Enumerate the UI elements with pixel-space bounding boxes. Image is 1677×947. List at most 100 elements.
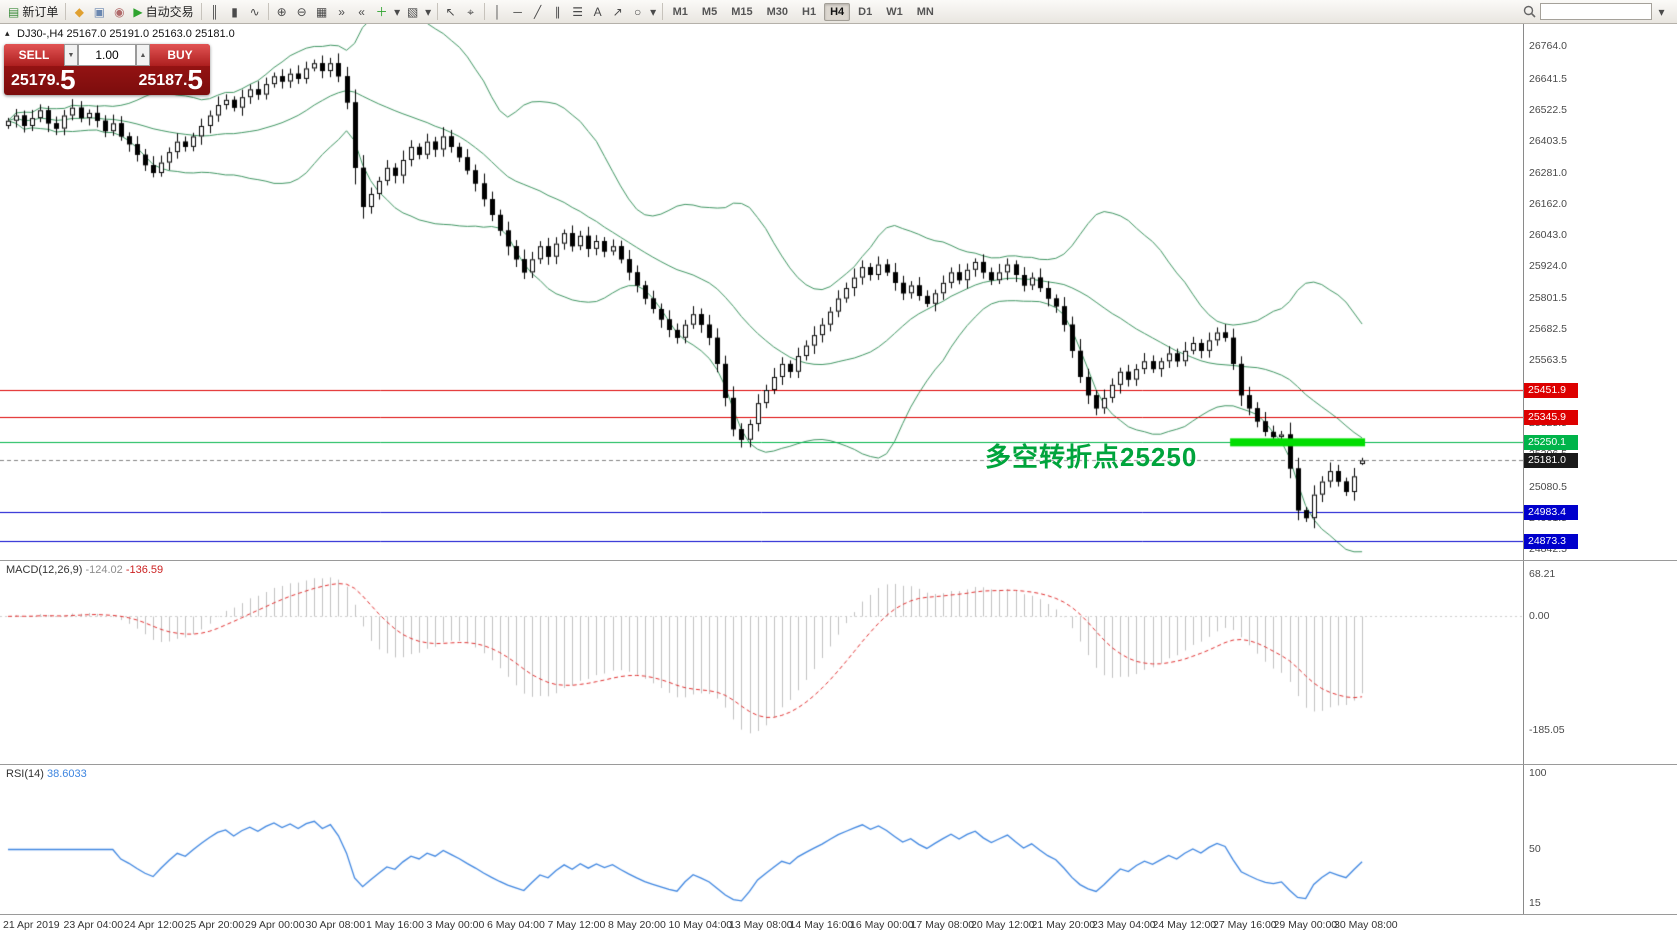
rsi-axis-label: 15 bbox=[1529, 897, 1541, 910]
search-area: ▾ bbox=[1523, 0, 1673, 24]
autotrade-button[interactable]: ▶ 自动交易 bbox=[129, 2, 197, 22]
profiles-icon[interactable]: ▣ bbox=[89, 2, 109, 22]
search-icon[interactable] bbox=[1523, 5, 1536, 18]
trendline-icon[interactable]: ╱ bbox=[528, 2, 548, 22]
chart-shift-icon: « bbox=[358, 4, 365, 19]
timeframe-mn-button[interactable]: MN bbox=[916, 5, 934, 18]
profiles-icon: ▣ bbox=[93, 4, 106, 19]
volume-decrease-button[interactable]: ▼ bbox=[64, 44, 78, 66]
price-axis-label: 25563.5 bbox=[1529, 354, 1567, 367]
time-axis-label: 20 May 12:00 bbox=[971, 919, 1035, 931]
timeframe-m1-button[interactable]: M1 bbox=[672, 5, 688, 18]
trade-panel-toggle-icon[interactable]: ▴ bbox=[5, 28, 10, 38]
candlestick-chart-icon[interactable]: ▮ bbox=[225, 2, 245, 22]
level-price-tag: 25345.9 bbox=[1524, 410, 1578, 426]
price-axis[interactable]: 26764.0 26641.5 26522.5 26403.5 26281.0 26162… bbox=[1523, 24, 1677, 560]
shapes-dropdown-icon[interactable]: ▾ bbox=[648, 2, 659, 22]
arrows-tool-icon: ↗ bbox=[612, 4, 623, 19]
macd-panel-canvas[interactable] bbox=[0, 561, 1523, 764]
templates-icon: ▧ bbox=[406, 4, 419, 19]
volume-input[interactable] bbox=[78, 44, 136, 66]
line-chart-icon: ∿ bbox=[249, 4, 260, 19]
community-icon: ◉ bbox=[114, 4, 125, 19]
price-axis-label: 26522.5 bbox=[1529, 103, 1567, 116]
timeframe-m5-button[interactable]: M5 bbox=[701, 5, 718, 18]
time-axis-label: 25 Apr 20:00 bbox=[184, 919, 245, 931]
templates-dropdown-icon[interactable]: ▾ bbox=[423, 2, 434, 22]
sell-button[interactable]: SELL bbox=[4, 44, 64, 66]
current-price-tag: 25181.0 bbox=[1524, 453, 1578, 469]
bar-chart-icon[interactable]: ║ bbox=[205, 2, 225, 22]
zoom-in-icon[interactable]: ⊕ bbox=[272, 2, 292, 22]
chart-symbol-info: DJ30-,H4 25167.0 25191.0 25163.0 25181.0 bbox=[17, 28, 235, 40]
timeframe-m15-button[interactable]: M15 bbox=[731, 5, 753, 18]
text-icon: A bbox=[593, 4, 602, 19]
arrows-tool-icon[interactable]: ↗ bbox=[608, 2, 628, 22]
shapes-icon[interactable]: ○ bbox=[628, 2, 648, 22]
fibonacci-icon[interactable]: ☰ bbox=[568, 2, 588, 22]
toolbar-separator bbox=[661, 3, 663, 20]
time-axis-label: 21 May 20:00 bbox=[1031, 919, 1096, 931]
timeframe-m30-button[interactable]: M30 bbox=[766, 5, 788, 18]
timeframe-h1-button[interactable]: H1 bbox=[802, 5, 817, 18]
channel-icon[interactable]: ∥ bbox=[548, 2, 568, 22]
indicators-icon: ＋ bbox=[375, 4, 388, 19]
horizontal-line-icon[interactable]: ─ bbox=[508, 2, 528, 22]
time-axis-label: 24 Apr 12:00 bbox=[124, 919, 184, 931]
time-axis-label: 30 May 08:00 bbox=[1334, 919, 1398, 931]
text-icon[interactable]: A bbox=[588, 2, 608, 22]
time-axis[interactable]: 21 Apr 2019 23 Apr 04:00 24 Apr 12:00 25 Ap… bbox=[0, 914, 1677, 947]
rsi-axis[interactable]: 100 50 15 bbox=[1523, 765, 1677, 914]
vertical-line-icon[interactable]: │ bbox=[488, 2, 508, 22]
time-axis-label: 30 Apr 08:00 bbox=[305, 919, 366, 931]
rsi-axis-label: 100 bbox=[1529, 766, 1547, 779]
buy-button[interactable]: BUY bbox=[150, 44, 210, 66]
auto-scroll-icon[interactable]: » bbox=[332, 2, 352, 22]
zoom-out-icon[interactable]: ⊖ bbox=[292, 2, 312, 22]
price-chart-canvas[interactable] bbox=[0, 24, 1523, 560]
search-dropdown-icon[interactable]: ▾ bbox=[1658, 4, 1665, 19]
buy-price-big-digit: 5 bbox=[187, 64, 203, 95]
search-input[interactable] bbox=[1540, 3, 1652, 20]
favorites-icon[interactable]: ◆ bbox=[69, 2, 89, 22]
timeframe-d1-button[interactable]: D1 bbox=[858, 5, 873, 18]
time-axis-label: 3 May 00:00 bbox=[426, 919, 485, 931]
time-axis-label: 10 May 04:00 bbox=[668, 919, 733, 931]
fibonacci-icon: ☰ bbox=[572, 4, 583, 19]
sell-price-main: 25179. bbox=[11, 72, 60, 89]
buy-price-main: 25187. bbox=[138, 72, 188, 89]
panel-separator[interactable] bbox=[0, 560, 1677, 561]
volume-increase-button[interactable]: ▲ bbox=[136, 44, 150, 66]
templates-icon[interactable]: ▧ bbox=[403, 2, 423, 22]
crosshair-icon: ⌖ bbox=[467, 4, 474, 19]
cursor-icon[interactable]: ↖ bbox=[441, 2, 461, 22]
price-axis-label: 26641.5 bbox=[1529, 72, 1567, 85]
macd-axis[interactable]: 68.21 0.00 -185.05 bbox=[1523, 561, 1677, 764]
time-axis-label: 29 May 00:00 bbox=[1273, 919, 1338, 931]
vertical-line-icon: │ bbox=[493, 4, 502, 19]
toolbar-buttons: ▤ 新订单 ◆ ▣ ◉ ▶ 自动交易 ║ ▮ ∿ ⊕ ⊖ ▦ » « ＋ ▾ ▧ ▾ ↖ ⌖ │ ─ ╱ ∥ ☰ A ↗ ○ ▾ bbox=[4, 0, 666, 24]
new-order-button[interactable]: ▤ 新订单 bbox=[4, 2, 62, 22]
rsi-panel-canvas[interactable] bbox=[0, 765, 1523, 914]
time-axis-label: 23 Apr 04:00 bbox=[63, 919, 124, 931]
toolbar-separator bbox=[200, 3, 202, 20]
macd-label: MACD(12,26,9) -124.02 -136.59 bbox=[6, 564, 163, 576]
line-chart-icon[interactable]: ∿ bbox=[245, 2, 265, 22]
indicators-dropdown-icon[interactable]: ▾ bbox=[392, 2, 403, 22]
timeframe-w1-button[interactable]: W1 bbox=[886, 5, 903, 18]
community-icon[interactable]: ◉ bbox=[109, 2, 129, 22]
crosshair-icon[interactable]: ⌖ bbox=[461, 2, 481, 22]
indicators-icon[interactable]: ＋ bbox=[372, 2, 392, 22]
rsi-label: RSI(14) 38.6033 bbox=[6, 768, 87, 780]
macd-value-signal: -136.59 bbox=[125, 564, 164, 576]
sell-price: 25179. 5 bbox=[11, 66, 76, 94]
price-axis-label: 26162.0 bbox=[1529, 197, 1567, 210]
panel-separator[interactable] bbox=[0, 764, 1677, 765]
chart-shift-icon[interactable]: « bbox=[352, 2, 372, 22]
chart-annotation-text: 多空转折点25250 bbox=[985, 442, 1198, 472]
horizontal-line-icon: ─ bbox=[513, 4, 522, 19]
timeframe-h4-button[interactable]: H4 bbox=[824, 2, 851, 21]
time-axis-label: 6 May 04:00 bbox=[487, 919, 545, 931]
zoom-in-icon: ⊕ bbox=[276, 4, 287, 19]
grid-icon[interactable]: ▦ bbox=[312, 2, 332, 22]
